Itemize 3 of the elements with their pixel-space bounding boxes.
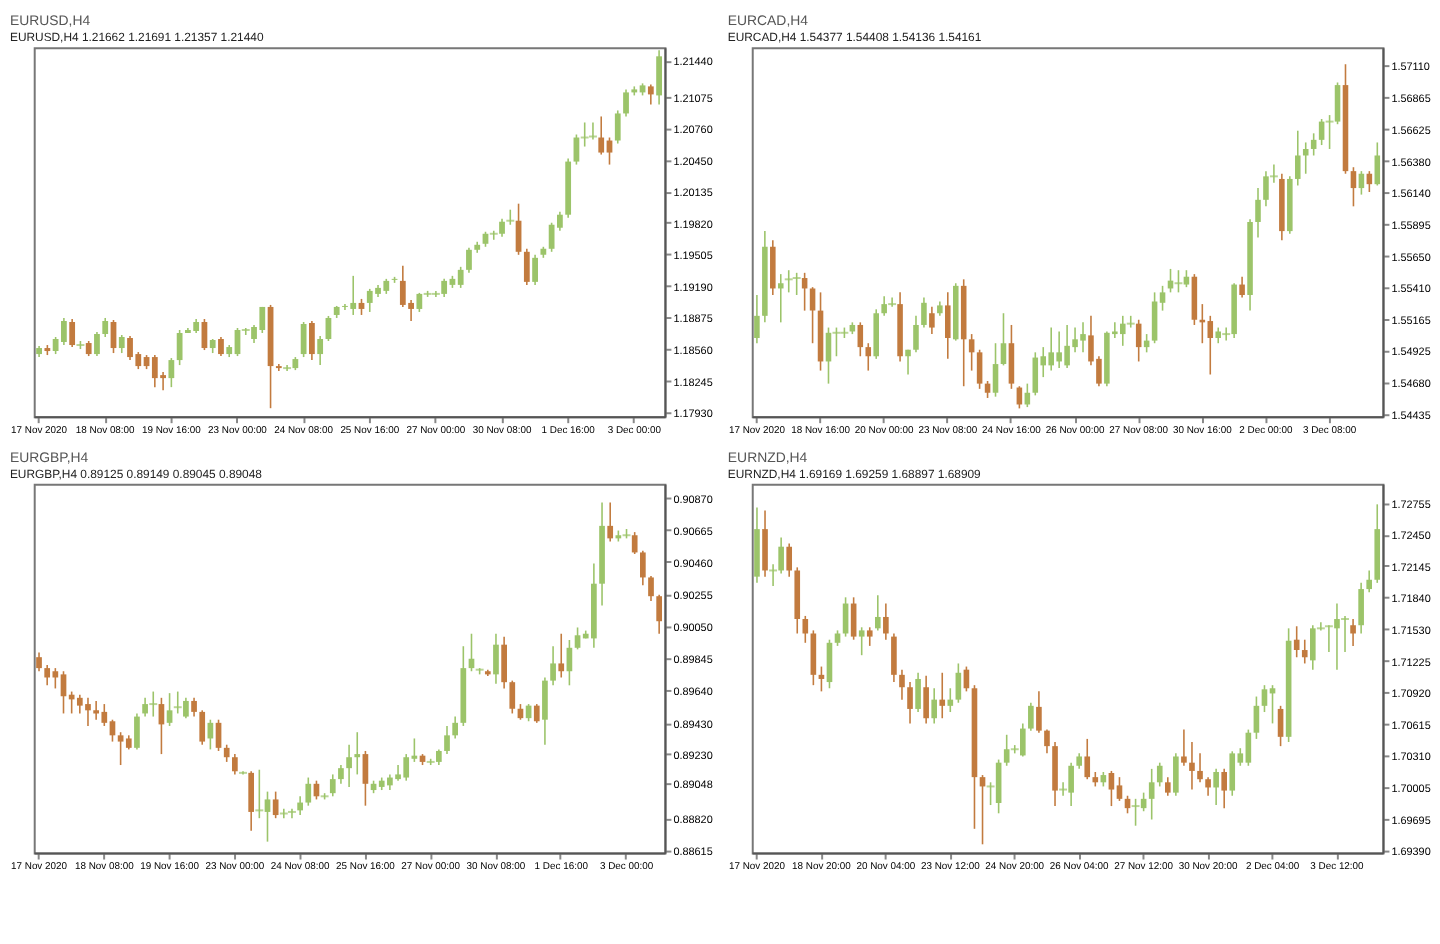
candlestick	[858, 626, 865, 656]
candlestick	[272, 790, 279, 819]
candlestick	[1148, 768, 1155, 821]
